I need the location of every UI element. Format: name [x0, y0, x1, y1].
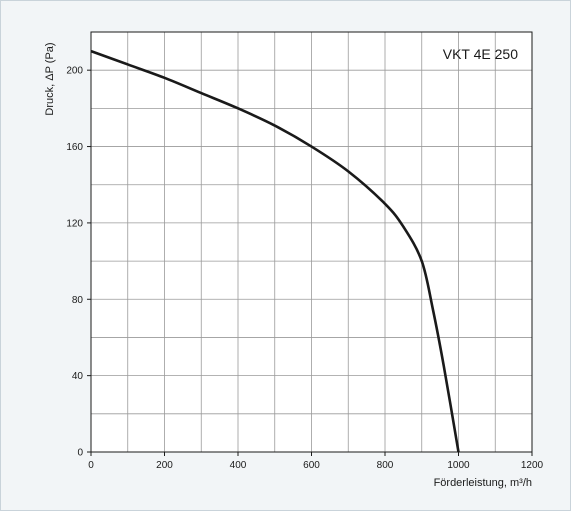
- vertical-gridlines: [127, 32, 496, 452]
- x-tick-label: 1200: [521, 460, 544, 471]
- y-tick-label: 160: [66, 142, 83, 153]
- y-tick-label: 200: [66, 66, 83, 77]
- y-axis-title: Druck, ΔP (Pa): [44, 42, 56, 115]
- y-axis-ticks: 0 40 80 120 160 200: [66, 66, 91, 459]
- pressure-curve: [90, 49, 460, 453]
- x-tick-label: 800: [377, 460, 394, 471]
- x-tick-label: 1000: [447, 460, 470, 471]
- x-tick-label: 0: [88, 460, 94, 471]
- y-tick-label: 120: [66, 218, 83, 229]
- x-tick-label: 200: [156, 460, 173, 471]
- plot-border: [90, 31, 533, 453]
- x-tick-label: 400: [230, 460, 247, 471]
- y-tick-label: 80: [72, 295, 84, 306]
- x-tick-label: 600: [303, 460, 320, 471]
- y-tick-label: 40: [72, 371, 84, 382]
- x-axis-title: Förderleistung, m³/h: [434, 477, 532, 489]
- model-label: VKT 4E 250: [443, 46, 518, 62]
- x-axis-ticks: 0 200 400 600 800 1000 1200: [88, 452, 544, 471]
- y-tick-label: 0: [77, 448, 83, 459]
